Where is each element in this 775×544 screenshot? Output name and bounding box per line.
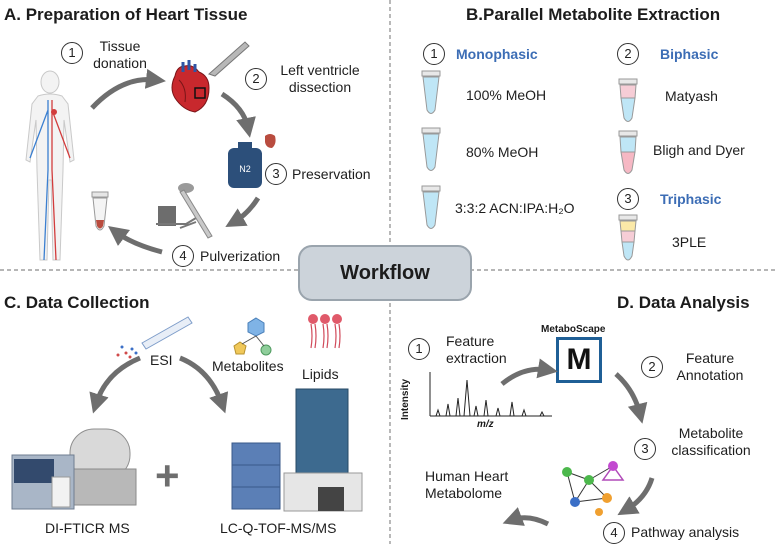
- human-body-icon: [25, 70, 75, 261]
- biphasic-tube-1-icon: [618, 78, 638, 122]
- a-step-1-label: Tissue donation: [93, 38, 147, 71]
- b-item-matyash: Matyash: [665, 88, 718, 104]
- b-item-3ple: 3PLE: [672, 234, 707, 250]
- triphasic-tube-icon: [618, 214, 638, 261]
- section-b-title: B.Parallel Metabolite Extraction: [466, 5, 721, 24]
- b-group-3-name: Triphasic: [660, 191, 722, 207]
- d-step-3-label: Metabolite classification: [671, 425, 751, 458]
- b-group-2-name: Biphasic: [660, 46, 719, 62]
- section-a-arrows: [90, 68, 261, 255]
- esi-label: ESI: [150, 352, 173, 368]
- tissue-piece-icon: [265, 134, 276, 148]
- a-step-2-number: 2: [245, 68, 267, 90]
- plus-sign: +: [155, 452, 180, 499]
- section-c-title: C. Data Collection: [4, 293, 150, 312]
- a-step-3-number: 3: [265, 163, 287, 185]
- liquid-nitrogen-dewar-icon: N2: [228, 142, 262, 188]
- biphasic-tube-2-icon: [618, 130, 638, 174]
- workflow-label: Workflow: [340, 261, 430, 284]
- d-step-4-number: 4: [603, 522, 625, 544]
- scalpel-icon: [208, 41, 250, 77]
- fticr-instrument-icon: [11, 428, 137, 510]
- a-step-4-label: Pulverization: [200, 248, 281, 264]
- lipids-icon: [308, 314, 342, 349]
- esi-spray-icon: [116, 316, 193, 359]
- d-step-4-label: Pathway analysis: [631, 524, 740, 540]
- lipids-label: Lipids: [302, 366, 339, 382]
- b-group-1-number: 1: [423, 43, 445, 65]
- d-step-3-number: 3: [634, 438, 656, 460]
- section-d-arrows: [500, 358, 655, 527]
- metaboscape-label: MetaboScape: [541, 324, 606, 335]
- metabolites-label: Metabolites: [212, 358, 284, 374]
- b-group-2-number: 2: [617, 43, 639, 65]
- section-c-arrows: [89, 355, 229, 414]
- spectrum-plot-icon: [429, 372, 552, 417]
- d-result-label: Human Heart Metabolome: [425, 468, 509, 501]
- spectrum-x-label: m/z: [477, 419, 494, 430]
- monophasic-tube-1-icon: [421, 70, 441, 114]
- b-group-3-number: 3: [617, 188, 639, 210]
- a-step-3-label: Preservation: [292, 166, 371, 182]
- workflow-box: Workflow: [298, 245, 472, 301]
- monophasic-tube-3-icon: [421, 185, 441, 229]
- a-step-2-label: Left ventricle dissection: [280, 62, 360, 95]
- monophasic-tube-2-icon: [421, 127, 441, 171]
- metaboscape-letter: M: [566, 343, 592, 376]
- mortar-pestle-icon: [156, 183, 213, 239]
- fticr-label: DI-FTICR MS: [45, 520, 130, 536]
- section-a-title: A. Preparation of Heart Tissue: [4, 5, 248, 24]
- a-step-1-number: 1: [61, 42, 83, 64]
- d-step-2-label: Feature Annotation: [676, 350, 744, 383]
- network-graph-icon: [562, 461, 625, 516]
- metabolites-icon: [233, 317, 272, 356]
- a-step-4-number: 4: [172, 245, 194, 267]
- b-item-100-meoh: 100% MeOH: [466, 87, 547, 103]
- b-group-1-name: Monophasic: [456, 46, 538, 62]
- d-step-2-number: 2: [641, 356, 663, 378]
- d-step-1-number: 1: [408, 338, 430, 360]
- b-item-acn-ipa-h2o: 3:3:2 ACN:IPA:H₂O: [455, 200, 575, 216]
- dewar-label: N2: [239, 164, 251, 174]
- heart-icon: [171, 60, 210, 113]
- section-d-title: D. Data Analysis: [617, 293, 750, 312]
- lc-qtof-instrument-icon: [231, 388, 363, 512]
- b-item-80-meoh: 80% MeOH: [466, 144, 539, 160]
- d-step-1-label: Feature extraction: [446, 333, 507, 366]
- tube-icon: [91, 191, 109, 231]
- lc-qtof-label: LC-Q-TOF-MS/MS: [220, 520, 337, 536]
- b-item-bligh-dyer: Bligh and Dyer: [653, 142, 745, 158]
